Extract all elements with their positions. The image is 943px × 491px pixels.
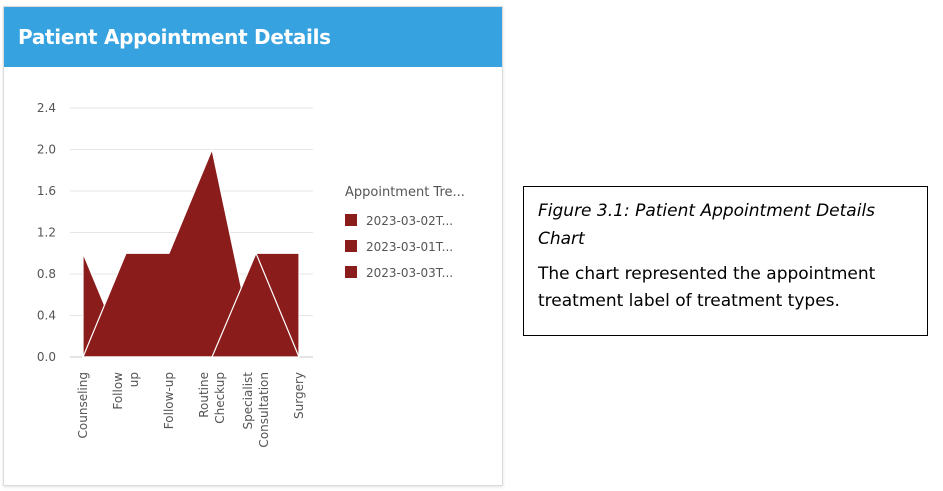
legend-swatch xyxy=(345,214,357,226)
y-tick-label: 1.2 xyxy=(37,226,56,240)
legend-item[interactable]: 2023-03-01T... xyxy=(345,240,453,254)
x-tick-label: Routine Checkup xyxy=(197,372,227,424)
legend-label: 2023-03-03T... xyxy=(366,266,453,280)
y-tick-label: 0.4 xyxy=(37,309,56,323)
legend-swatch xyxy=(345,266,357,278)
y-tick-label: 0.0 xyxy=(37,350,56,364)
svg-text:Counseling: Counseling xyxy=(76,372,90,438)
legend-item[interactable]: 2023-03-03T... xyxy=(345,266,453,280)
legend-swatch xyxy=(345,240,357,252)
x-tick-label: Counseling xyxy=(76,372,90,438)
legend-item[interactable]: 2023-03-02T... xyxy=(345,214,453,228)
caption-title: Figure 3.1: Patient Appointment Details … xyxy=(538,201,876,249)
x-tick-label: Follow-up xyxy=(162,372,176,429)
caption-body: The chart represented the appointment tr… xyxy=(538,264,876,311)
chart-areas xyxy=(82,148,300,358)
area-chart: 0.0 0.4 0.8 1.2 1.6 2.0 2.4 Counseling Follow up… xyxy=(37,101,465,448)
x-tick-label: Specialist Consultation xyxy=(241,372,271,448)
svg-text:Surgery: Surgery xyxy=(292,372,306,419)
x-tick-label: Follow up xyxy=(111,372,141,410)
x-tick-label: Surgery xyxy=(292,372,306,419)
legend-label: 2023-03-01T... xyxy=(366,240,453,254)
chart-legend[interactable]: Appointment Tre... 2023-03-02T... 2023-03-… xyxy=(345,185,465,280)
y-tick-label: 2.0 xyxy=(37,143,56,157)
y-tick-label: 1.6 xyxy=(37,184,56,198)
legend-title: Appointment Tre... xyxy=(345,185,465,200)
x-axis-ticks: Counseling Follow up Follow-up Routine Checku… xyxy=(76,372,306,448)
y-tick-label: 2.4 xyxy=(37,101,56,115)
card-title: Patient Appointment Details xyxy=(4,7,502,67)
svg-text:Follow-up: Follow-up xyxy=(162,372,176,429)
legend-label: 2023-03-02T... xyxy=(366,214,453,228)
area-series-3[interactable] xyxy=(82,252,300,358)
figure-caption: Figure 3.1: Patient Appointment Details … xyxy=(523,186,928,336)
chart-card: Patient Appointment Details xyxy=(3,6,503,486)
y-tick-label: 0.8 xyxy=(37,267,56,281)
y-axis-ticks: 0.0 0.4 0.8 1.2 1.6 2.0 2.4 xyxy=(37,101,56,364)
